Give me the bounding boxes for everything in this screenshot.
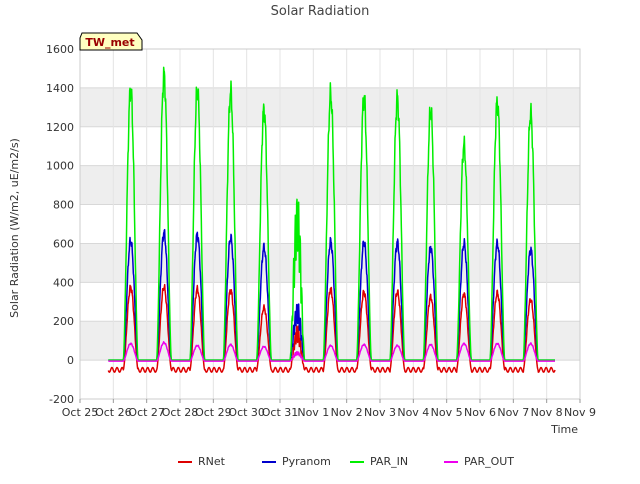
grid-band	[80, 165, 580, 205]
x-tick-label: Nov 4	[397, 406, 429, 419]
y-tick-labels: -200 0 200 400 600 800 1000 1200 1400 1600	[46, 43, 74, 406]
x-tick-label: Oct 26	[95, 406, 132, 419]
station-badge-label: TW_met	[85, 36, 134, 49]
legend: RNet Pyranom PAR_IN PAR_OUT	[178, 455, 514, 468]
x-tick-label: Nov 3	[364, 406, 396, 419]
legend-label-par-in: PAR_IN	[370, 455, 408, 468]
y-tick-label: 0	[67, 354, 74, 367]
y-tick-label: 200	[53, 315, 74, 328]
x-tick-label: Nov 6	[464, 406, 496, 419]
grid-band	[80, 321, 580, 361]
legend-label-rnet: RNet	[198, 455, 226, 468]
x-axis-label: Time	[550, 423, 578, 436]
legend-label-pyranom: Pyranom	[282, 455, 331, 468]
y-tick-label: 1200	[46, 121, 74, 134]
series-line-rnet	[107, 283, 556, 373]
y-tick-label: 800	[53, 199, 74, 212]
series-line-par-in	[107, 66, 556, 361]
y-tick-label: 1400	[46, 82, 74, 95]
station-badge-box	[79, 32, 143, 51]
x-tick-label: Nov 2	[331, 406, 363, 419]
x-tick-label: Oct 28	[162, 406, 199, 419]
axes	[79, 48, 581, 400]
series-line-par-out	[107, 341, 556, 362]
y-tick-label: 1600	[46, 43, 74, 56]
x-tick-label: Oct 29	[195, 406, 232, 419]
x-tick-label: Oct 30	[228, 406, 265, 419]
y-axis-label: Solar Radiation (W/m2, uE/m2/s)	[8, 138, 21, 318]
x-tick-label: Nov 7	[497, 406, 529, 419]
station-badge: TW_met	[79, 32, 143, 51]
y-tick-label: 600	[53, 237, 74, 250]
chart-title: Solar Radiation	[271, 4, 370, 19]
y-tick-label: -200	[49, 393, 74, 406]
x-tick-label: Nov 9	[564, 406, 596, 419]
x-tick-label: Oct 31	[262, 406, 299, 419]
series-layer	[107, 66, 556, 373]
x-tick-label: Nov 1	[297, 406, 329, 419]
y-tick-label: 400	[53, 276, 74, 289]
y-tick-label: 1000	[46, 160, 74, 173]
legend-label-par-out: PAR_OUT	[464, 455, 514, 468]
plot-frame	[79, 48, 581, 400]
x-tick-label: Oct 27	[128, 406, 165, 419]
x-tick-label: Nov 8	[531, 406, 563, 419]
x-tick-label: Nov 5	[431, 406, 463, 419]
x-tick-label: Oct 25	[62, 406, 99, 419]
